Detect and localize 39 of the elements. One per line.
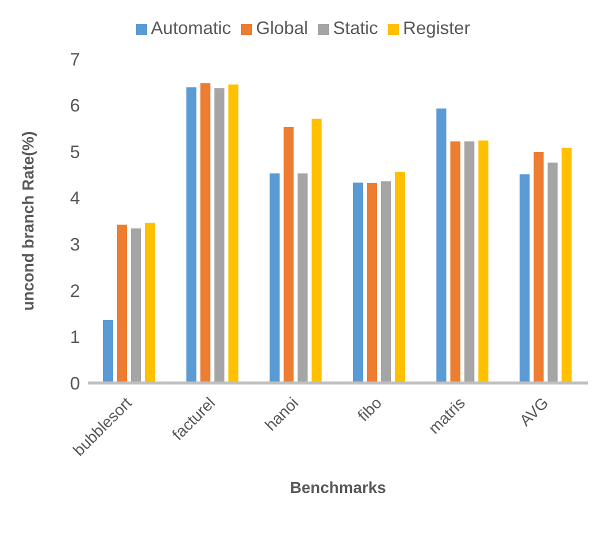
bar	[395, 172, 405, 383]
bar	[381, 181, 391, 383]
legend-label: Global	[256, 18, 308, 38]
bar	[478, 140, 488, 383]
y-tick-label: 2	[70, 280, 80, 301]
y-tick-label: 6	[70, 96, 80, 116]
legend-label: Automatic	[150, 18, 231, 38]
bar	[298, 173, 308, 383]
bar	[228, 84, 238, 383]
legend-label: Static	[333, 18, 378, 38]
bar	[520, 174, 530, 383]
y-tick-label: 3	[70, 234, 80, 255]
bar	[214, 88, 224, 383]
bar	[117, 224, 127, 383]
bar	[312, 118, 322, 383]
y-tick-label: 4	[70, 188, 80, 208]
y-tick-label: 7	[70, 49, 80, 70]
legend-label: Register	[403, 18, 470, 38]
bar	[284, 127, 294, 383]
bar	[367, 183, 377, 383]
bar	[464, 141, 474, 383]
bar	[186, 87, 196, 383]
y-tick-label: 1	[70, 327, 80, 348]
x-axis-title: Benchmarks	[290, 480, 386, 497]
bar	[353, 182, 363, 383]
bar	[436, 108, 446, 383]
bar	[534, 152, 544, 383]
y-tick-label: 0	[70, 373, 80, 394]
bar	[270, 173, 280, 383]
bar	[131, 228, 141, 383]
bar	[548, 162, 558, 383]
y-tick-label: 5	[70, 142, 80, 162]
bar	[103, 320, 113, 383]
x-tick-label: fibo	[355, 394, 386, 426]
bar	[450, 141, 460, 383]
bar	[562, 148, 572, 383]
bar	[200, 83, 210, 383]
bar	[145, 222, 155, 383]
y-axis-title: uncond branch Rate(%)	[20, 131, 38, 311]
